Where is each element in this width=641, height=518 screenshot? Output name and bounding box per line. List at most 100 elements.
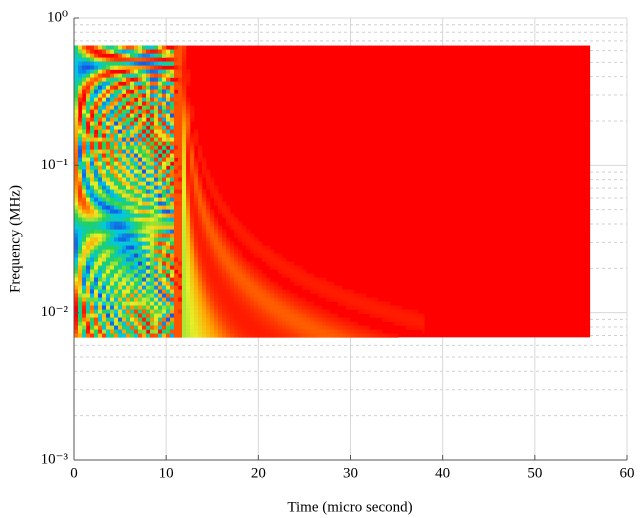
heatmap-cell	[134, 286, 138, 290]
heatmap-cell	[94, 274, 98, 278]
heatmap-cell	[190, 186, 194, 190]
heatmap-cell	[162, 318, 166, 322]
heatmap-cell	[166, 230, 170, 234]
heatmap-cell	[282, 322, 286, 326]
heatmap-cell	[158, 70, 162, 74]
heatmap-cell	[174, 170, 178, 174]
heatmap-cell	[146, 46, 150, 50]
heatmap-cell	[182, 110, 186, 114]
heatmap-cell	[186, 222, 190, 226]
heatmap-cell	[386, 302, 390, 306]
heatmap-cell	[118, 330, 122, 334]
heatmap-cell	[138, 278, 142, 282]
heatmap-cell	[134, 210, 138, 214]
heatmap-cell	[110, 266, 114, 270]
heatmap-cell	[150, 146, 154, 150]
heatmap-cell	[74, 246, 78, 250]
heatmap-cell	[134, 238, 138, 242]
heatmap-cell	[146, 178, 150, 182]
heatmap-cell	[318, 306, 322, 310]
heatmap-cell	[358, 330, 362, 334]
heatmap-cell	[158, 78, 162, 82]
heatmap-cell	[202, 290, 206, 294]
heatmap-cell	[202, 274, 206, 278]
heatmap-cell	[74, 90, 78, 94]
heatmap-cell	[122, 150, 126, 154]
heatmap-cell	[150, 330, 154, 334]
heatmap-cell	[118, 230, 122, 234]
heatmap-cell	[118, 246, 122, 250]
heatmap-cell	[186, 162, 190, 166]
heatmap-cell	[302, 282, 306, 286]
heatmap-cell	[222, 214, 226, 218]
heatmap-cell	[122, 230, 126, 234]
heatmap-cell	[310, 306, 314, 310]
heatmap-cell	[278, 294, 282, 298]
heatmap-cell	[90, 126, 94, 130]
heatmap-cell	[330, 322, 334, 326]
heatmap-cell	[166, 334, 170, 338]
heatmap-cell	[94, 114, 98, 118]
heatmap-cell	[78, 230, 82, 234]
heatmap-cell	[166, 82, 170, 86]
heatmap-cell	[182, 206, 186, 210]
heatmap-cell	[298, 322, 302, 326]
heatmap-cell	[186, 174, 190, 178]
heatmap-cell	[214, 314, 218, 318]
heatmap-cell	[330, 290, 334, 294]
heatmap-cell	[182, 310, 186, 314]
heatmap-cell	[74, 206, 78, 210]
heatmap-cell	[222, 310, 226, 314]
heatmap-cell	[174, 202, 178, 206]
heatmap-cell	[274, 334, 278, 338]
heatmap-cell	[214, 258, 218, 262]
heatmap-cell	[122, 282, 126, 286]
heatmap-cell	[210, 286, 214, 290]
heatmap-cell	[194, 246, 198, 250]
heatmap-cell	[214, 238, 218, 242]
heatmap-cell	[82, 306, 86, 310]
heatmap-cell	[138, 230, 142, 234]
heatmap-cell	[182, 302, 186, 306]
heatmap-cell	[98, 334, 102, 338]
heatmap-cell	[278, 330, 282, 334]
heatmap-cell	[266, 286, 270, 290]
heatmap-cell	[338, 294, 342, 298]
heatmap-cell	[206, 222, 210, 226]
heatmap-cell	[98, 206, 102, 210]
heatmap-cell	[74, 238, 78, 242]
heatmap-cell	[178, 262, 182, 266]
heatmap-cell	[306, 302, 310, 306]
heatmap-cell	[118, 178, 122, 182]
heatmap-cell	[234, 270, 238, 274]
heatmap-cell	[146, 218, 150, 222]
heatmap-cell	[162, 158, 166, 162]
heatmap-cell	[282, 294, 286, 298]
heatmap-cell	[290, 326, 294, 330]
heatmap-cell	[94, 174, 98, 178]
heatmap-cell	[142, 214, 146, 218]
heatmap-cell	[150, 130, 154, 134]
heatmap-cell	[130, 162, 134, 166]
heatmap-cell	[82, 326, 86, 330]
heatmap-cell	[154, 170, 158, 174]
heatmap-cell	[154, 314, 158, 318]
heatmap-cell	[198, 206, 202, 210]
heatmap-cell	[410, 318, 414, 322]
heatmap-cell	[74, 98, 78, 102]
heatmap-cell	[162, 210, 166, 214]
heatmap-cell	[74, 158, 78, 162]
heatmap-cell	[82, 138, 86, 142]
heatmap-cell	[154, 286, 158, 290]
heatmap-cell	[174, 290, 178, 294]
heatmap-cell	[194, 314, 198, 318]
heatmap-cell	[214, 198, 218, 202]
heatmap-cell	[98, 186, 102, 190]
heatmap-cell	[182, 70, 186, 74]
heatmap-cell	[170, 182, 174, 186]
heatmap-cell	[118, 146, 122, 150]
heatmap-cell	[134, 54, 138, 58]
heatmap-cell	[162, 326, 166, 330]
heatmap-cell	[174, 282, 178, 286]
heatmap-cell	[138, 110, 142, 114]
